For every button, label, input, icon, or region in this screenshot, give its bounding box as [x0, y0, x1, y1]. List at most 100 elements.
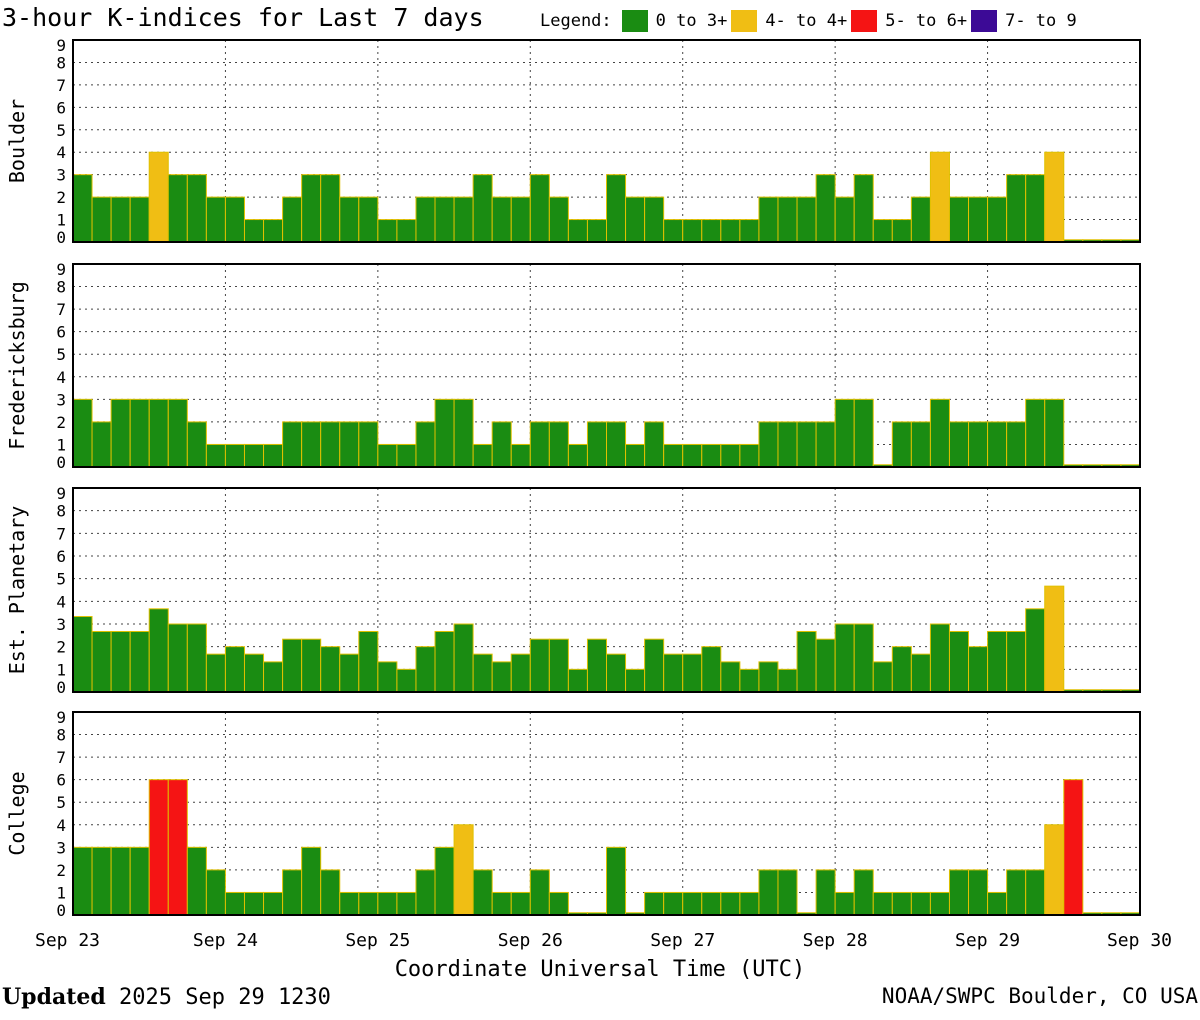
- k-index-bar: [339, 891, 360, 916]
- k-index-bar: [396, 443, 417, 468]
- y-tick-label: 6: [56, 323, 66, 342]
- k-index-bar: [224, 443, 245, 468]
- k-index-bar: [834, 623, 855, 693]
- k-index-bar: [853, 398, 874, 468]
- k-index-bar: [243, 653, 265, 693]
- k-index-bar: [148, 608, 169, 693]
- k-index-bar: [968, 869, 989, 916]
- legend-item-severe: 7- to 9: [971, 10, 1077, 32]
- k-index-bar: [910, 891, 931, 916]
- y-tick-label: 4: [56, 816, 66, 835]
- y-tick-label: 0: [56, 228, 66, 247]
- k-index-bar: [987, 630, 1008, 693]
- y-tick-label: 1: [56, 883, 66, 902]
- k-index-bar: [472, 869, 493, 916]
- k-index-bar: [358, 891, 379, 916]
- k-index-bar: [606, 846, 627, 916]
- k-index-bar: [301, 421, 322, 468]
- y-tick-label: 4: [56, 368, 66, 387]
- k-index-bar: [1044, 585, 1065, 693]
- k-index-bar: [929, 623, 950, 693]
- k-index-bar: [891, 219, 912, 243]
- y-tick-label: 2: [56, 188, 66, 207]
- k-index-bar: [548, 421, 569, 468]
- k-index-bar: [453, 623, 474, 693]
- k-index-bar: [1044, 398, 1065, 468]
- k-index-bar: [644, 891, 665, 916]
- k-index-bar: [929, 398, 950, 468]
- y-tick-label: 3: [56, 390, 66, 409]
- k-index-bar: [377, 891, 398, 916]
- k-index-bar: [224, 196, 245, 243]
- k-index-bar: [929, 891, 950, 916]
- k-index-bar: [415, 421, 436, 468]
- k-index-bar: [110, 846, 131, 916]
- source-credit: NOAA/SWPC Boulder, CO USA: [881, 984, 1198, 1008]
- k-index-bar: [491, 421, 512, 468]
- k-index-bar: [586, 219, 607, 243]
- k-index-bar: [891, 646, 912, 693]
- y-tick-label: 1: [56, 660, 66, 679]
- k-index-bar: [758, 661, 779, 693]
- k-index-bar: [224, 646, 245, 693]
- k-index-bar: [853, 174, 874, 243]
- k-index-bar: [929, 151, 950, 243]
- y-tick-label: 1: [56, 435, 66, 454]
- k-index-bar: [415, 196, 436, 243]
- legend: Legend: 0 to 3+ 4- to 4+ 5- to 6+ 7- to …: [540, 8, 1081, 34]
- k-index-bar: [834, 196, 855, 243]
- k-index-bar: [491, 661, 512, 693]
- k-index-bar: [644, 638, 665, 693]
- k-index-bar: [72, 174, 93, 243]
- k-index-bar: [739, 668, 760, 693]
- k-index-bar: [510, 653, 531, 693]
- updated-value: 2025 Sep 29 1230: [119, 985, 331, 1010]
- k-index-bar: [529, 638, 550, 693]
- y-tick-label: 5: [56, 793, 66, 812]
- k-index-bar: [167, 779, 188, 916]
- x-tick-label: Sep 26: [498, 930, 563, 951]
- k-index-bar: [415, 646, 436, 693]
- k-index-bar: [1006, 421, 1027, 468]
- k-index-bar: [682, 891, 703, 916]
- k-index-bar: [567, 668, 588, 693]
- k-index-bar: [167, 398, 188, 468]
- k-index-bar: [1025, 608, 1046, 693]
- k-index-bar: [358, 196, 379, 243]
- y-tick-label: 5: [56, 121, 66, 140]
- panel-label: College: [5, 771, 29, 855]
- k-index-bar: [682, 219, 703, 243]
- k-index-bar: [586, 421, 607, 468]
- legend-item-quiet: 0 to 3+: [621, 10, 727, 32]
- k-index-bar: [1063, 779, 1084, 916]
- k-index-bar: [948, 630, 970, 693]
- k-index-bar: [243, 443, 265, 468]
- y-tick-label: 9: [56, 260, 66, 279]
- k-index-bar: [777, 421, 798, 468]
- k-index-bar: [205, 869, 226, 916]
- k-index-bar: [968, 196, 989, 243]
- k-index-bar: [148, 779, 169, 916]
- k-index-bar: [396, 891, 417, 916]
- k-index-bar: [739, 891, 760, 916]
- k-index-bar: [739, 219, 760, 243]
- legend-label: Legend:: [540, 11, 612, 31]
- k-index-bar: [853, 869, 874, 916]
- k-index-bar: [186, 174, 207, 243]
- k-index-bar: [644, 421, 665, 468]
- k-index-bar: [968, 421, 989, 468]
- k-index-bar: [301, 846, 322, 916]
- k-index-bar: [606, 653, 627, 693]
- panel-label: Est. Planetary: [5, 506, 29, 675]
- y-tick-label: 8: [56, 53, 66, 72]
- k-index-bar: [472, 174, 493, 243]
- k-index-bar: [320, 869, 341, 916]
- k-index-bar: [396, 668, 417, 693]
- panel-frame: [72, 487, 1141, 693]
- k-index-bar: [720, 219, 741, 243]
- y-tick-label: 8: [56, 278, 66, 297]
- k-index-bar: [815, 638, 836, 693]
- k-index-bar: [663, 443, 684, 468]
- k-index-bar: [834, 398, 855, 468]
